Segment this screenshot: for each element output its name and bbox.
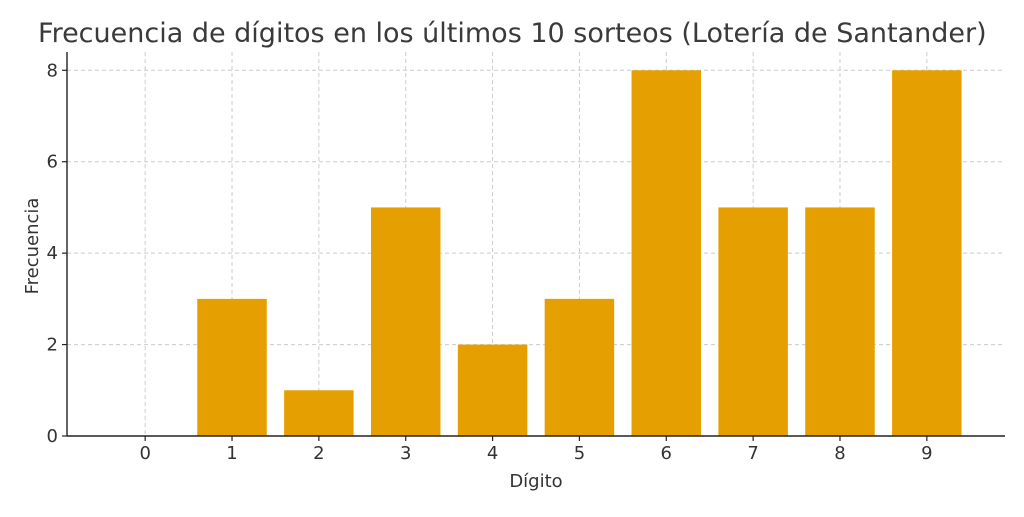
bar-6: [631, 70, 702, 437]
bar-5: [544, 298, 615, 436]
x-tick-label-1: 1: [226, 443, 237, 464]
bar-1: [197, 298, 267, 436]
bar-7: [718, 207, 788, 436]
x-tick-label-7: 7: [747, 443, 758, 464]
bars-layer: [197, 70, 962, 437]
bar-2: [284, 390, 354, 436]
y-tick-label-1: 2: [47, 335, 58, 356]
x-tick-label-9: 9: [921, 443, 932, 464]
y-tick-label-2: 4: [47, 243, 58, 264]
y-tick-label-0: 0: [47, 426, 58, 447]
axes-layer: [66, 52, 1005, 437]
bar-8: [805, 207, 875, 436]
bar-4: [457, 344, 528, 436]
y-axis-label: Frecuencia: [22, 198, 43, 295]
x-tick-label-3: 3: [400, 443, 411, 464]
x-tick-label-5: 5: [574, 443, 585, 464]
x-tick-label-4: 4: [487, 443, 498, 464]
bar-3: [370, 207, 441, 436]
chart-title: Frecuencia de dígitos en los últimos 10 …: [38, 18, 987, 49]
y-tick-label-3: 6: [47, 152, 58, 173]
x-tick-label-0: 0: [139, 443, 150, 464]
y-tick-label-4: 8: [47, 60, 58, 81]
x-tick-label-2: 2: [313, 443, 324, 464]
bar-9: [892, 70, 962, 437]
x-tick-label-8: 8: [834, 443, 845, 464]
x-axis-label: Dígito: [509, 471, 562, 492]
ticks-layer: 0 2 4 6 8 0 1 2 3 4 5 6 7 8 9: [47, 60, 933, 464]
x-tick-label-6: 6: [661, 443, 672, 464]
